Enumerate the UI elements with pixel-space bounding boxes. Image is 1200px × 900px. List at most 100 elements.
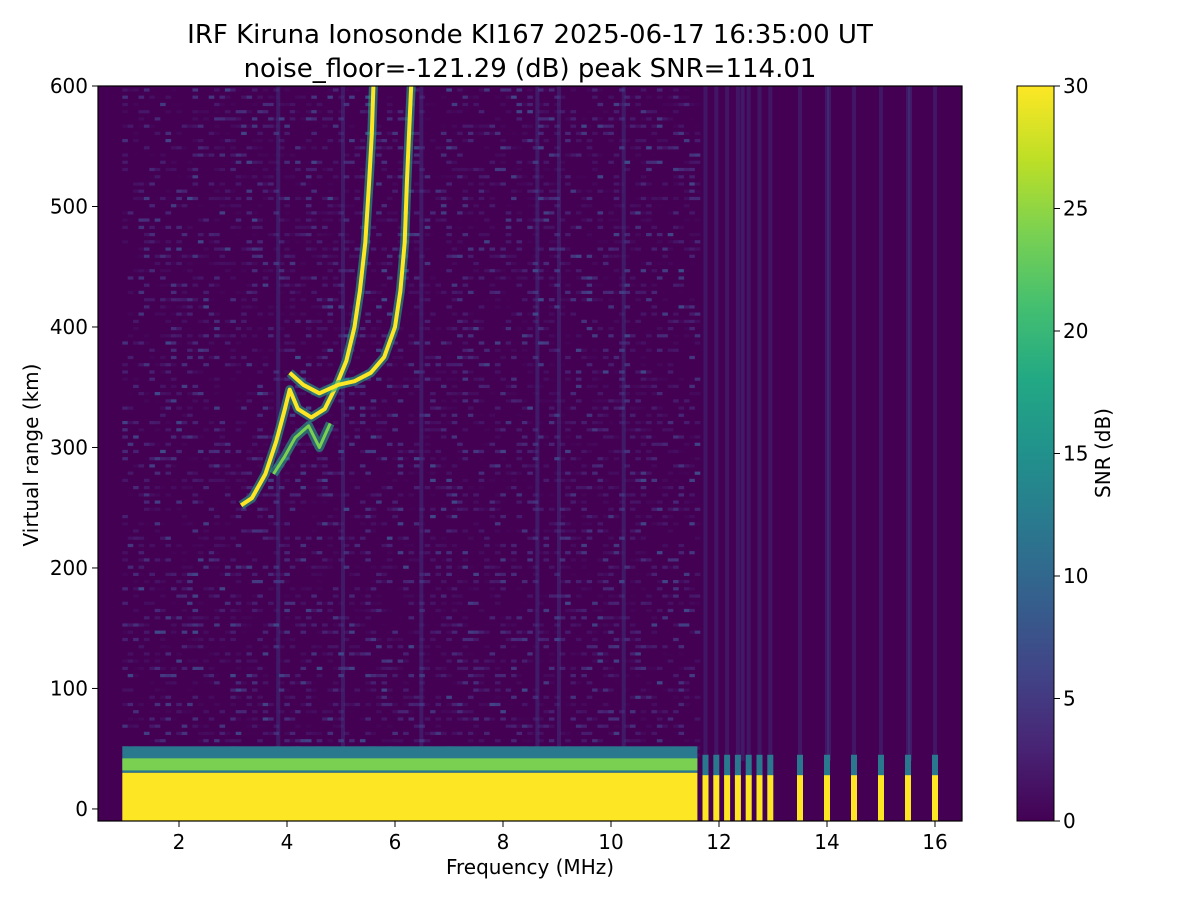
noise-cell — [284, 305, 290, 309]
noise-cell — [289, 290, 296, 294]
noise-cell — [338, 334, 344, 338]
noise-cell — [197, 370, 204, 374]
noise-cell — [338, 139, 344, 143]
noise-cell — [505, 529, 512, 533]
noise-cell — [343, 630, 350, 634]
noise-cell — [451, 543, 458, 548]
noise-cell — [143, 218, 150, 222]
noise-cell — [543, 167, 550, 172]
noise-cell — [392, 247, 398, 251]
noise-cell — [673, 95, 679, 99]
noise-cell — [203, 674, 209, 678]
noise-cell — [214, 428, 220, 432]
noise-cell — [667, 319, 674, 323]
noise-cell — [543, 558, 550, 562]
noise-cell — [629, 580, 636, 584]
noise-cell — [316, 674, 323, 678]
noise-cell — [230, 674, 236, 678]
noise-cell — [408, 616, 415, 620]
noise-cell — [397, 225, 404, 229]
noise-cell — [446, 659, 452, 663]
noise-cell — [478, 688, 485, 692]
noise-cell — [473, 449, 479, 454]
noise-cell — [181, 522, 188, 526]
noise-cell — [154, 196, 161, 201]
noise-cell — [278, 710, 285, 714]
noise-cell — [143, 283, 150, 287]
noise-cell — [586, 146, 593, 150]
noise-cell — [343, 334, 350, 338]
noise-cell — [532, 724, 539, 728]
noise-cell — [376, 290, 382, 294]
noise-cell — [467, 731, 474, 735]
noise-cell — [133, 421, 139, 425]
noise-cell — [451, 515, 458, 519]
noise-cell — [295, 283, 301, 287]
noise-cell — [338, 218, 344, 222]
noise-cell — [673, 167, 679, 172]
noise-cell — [327, 493, 334, 497]
noise-cell — [683, 139, 690, 143]
noise-cell — [516, 88, 523, 92]
noise-cell — [376, 681, 382, 685]
noise-cell — [289, 341, 296, 345]
noise-cell — [554, 254, 560, 258]
noise-cell — [570, 478, 577, 482]
noise-column — [224, 88, 231, 750]
noise-cell — [597, 594, 604, 598]
noise-cell — [559, 110, 566, 114]
noise-cell — [235, 572, 242, 576]
noise-cell — [565, 601, 571, 605]
noise-cell — [548, 652, 555, 656]
noise-cell — [586, 428, 593, 432]
noise-cell — [359, 167, 366, 172]
noise-cell — [214, 681, 220, 685]
noise-cell — [646, 645, 652, 649]
noise-cell — [662, 543, 668, 548]
noise-cell — [651, 110, 658, 114]
noise-cell — [565, 471, 571, 475]
noise-cell — [575, 211, 582, 215]
noise-cell — [176, 327, 182, 331]
noise-cell — [246, 623, 253, 627]
noise-cell — [521, 406, 528, 410]
noise-cell — [365, 731, 371, 735]
noise-cell — [435, 363, 442, 367]
noise-cell — [338, 269, 344, 273]
noise-cell — [413, 464, 420, 468]
noise-cell — [408, 240, 415, 244]
noise-cell — [602, 493, 609, 497]
noise-cell — [457, 110, 463, 114]
noise-cell — [559, 515, 566, 519]
noise-cell — [284, 153, 290, 157]
noise-cell — [251, 146, 258, 150]
noise-cell — [354, 702, 361, 707]
noise-cell — [160, 312, 166, 316]
noise-cell — [484, 594, 490, 598]
noise-cell — [149, 724, 155, 728]
noise-cell — [435, 428, 442, 432]
noise-cell — [284, 608, 290, 613]
noise-cell — [397, 739, 404, 743]
noise-cell — [511, 131, 517, 135]
noise-cell — [613, 637, 620, 642]
noise-cell — [278, 196, 285, 201]
noise-cell — [284, 616, 290, 620]
noise-cell — [214, 392, 220, 396]
noise-cell — [440, 370, 447, 374]
noise-cell — [273, 233, 280, 237]
noise-cell — [424, 377, 431, 381]
noise-cell — [689, 587, 695, 591]
noise-cell — [462, 370, 469, 374]
noise-cell — [154, 370, 161, 374]
noise-cell — [430, 637, 436, 642]
noise-cell — [462, 507, 469, 511]
noise-cell — [381, 160, 388, 164]
noise-cell — [694, 153, 701, 157]
noise-cell — [511, 645, 517, 649]
noise-cell — [559, 247, 566, 251]
noise-cell — [694, 240, 701, 244]
noise-cell — [640, 384, 647, 388]
noise-cell — [694, 392, 701, 396]
noise-cell — [548, 319, 555, 323]
